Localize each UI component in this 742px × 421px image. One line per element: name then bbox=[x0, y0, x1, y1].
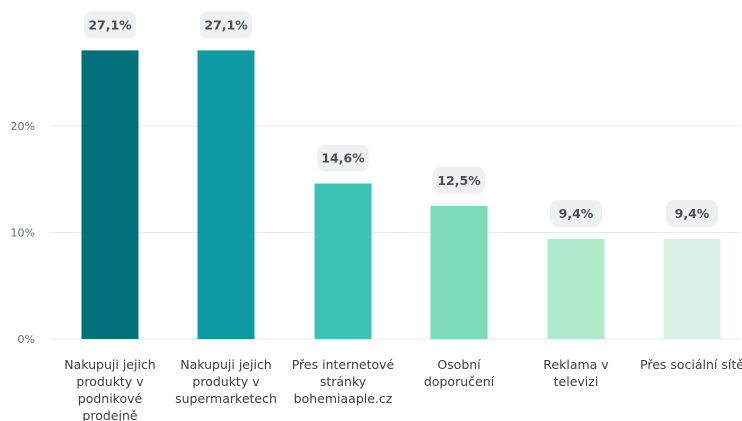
data-label: 12,5% bbox=[437, 173, 481, 188]
data-label-background bbox=[84, 11, 136, 39]
category-label-line: supermarketech bbox=[175, 391, 277, 406]
category-label-line: prodejně bbox=[82, 408, 137, 421]
y-tick-label: 0% bbox=[18, 333, 35, 346]
data-label-background bbox=[666, 199, 718, 227]
category-label: Reklama v televizi bbox=[543, 357, 609, 389]
bar bbox=[197, 50, 255, 339]
category-label-line: Reklama v bbox=[543, 357, 609, 372]
data-label: 27,1% bbox=[204, 17, 248, 32]
category-label: Nakupuji jejich produkty v podnikové prodej… bbox=[64, 357, 155, 421]
category-label-line: Nakupuji jejich bbox=[180, 357, 271, 372]
data-label: 27,1% bbox=[88, 17, 132, 32]
bar bbox=[547, 238, 605, 339]
bar bbox=[430, 205, 488, 339]
bar bbox=[314, 183, 372, 339]
data-label: 14,6% bbox=[321, 151, 365, 166]
category-label: Přes sociální sítě bbox=[640, 357, 742, 372]
category-label-line: Nakupuji jejich bbox=[64, 357, 155, 372]
category-label-line: produkty v bbox=[192, 374, 260, 389]
category-label-line: Osobní bbox=[437, 357, 481, 372]
data-label-background bbox=[550, 199, 602, 227]
category-label-line: stránky bbox=[320, 374, 367, 389]
category-label-line: podnikové bbox=[78, 391, 143, 406]
y-tick-label: 10% bbox=[11, 227, 35, 240]
data-label: 9,4% bbox=[559, 206, 594, 221]
data-label-background bbox=[200, 11, 252, 39]
category-label: Nakupuji jejich produkty v supermarketech bbox=[175, 357, 277, 406]
data-label-background bbox=[433, 166, 485, 194]
category-label-line: Přes internetové bbox=[292, 357, 395, 372]
category-label-line: bohemiaaple.cz bbox=[294, 391, 393, 406]
data-label: 9,4% bbox=[675, 206, 710, 221]
y-tick-label: 20% bbox=[11, 120, 35, 133]
category-label-line: produkty v bbox=[76, 374, 144, 389]
category-label: Přes internetové stránky bohemiaaple.cz bbox=[292, 357, 395, 406]
category-label-line: televizi bbox=[554, 374, 599, 389]
category-label-line: Přes sociální sítě bbox=[640, 357, 742, 372]
category-label-line: doporučení bbox=[424, 374, 495, 389]
data-label-background bbox=[317, 144, 369, 172]
category-label: Osobní doporučení bbox=[424, 357, 495, 389]
bar bbox=[663, 238, 721, 339]
bar bbox=[81, 50, 139, 339]
